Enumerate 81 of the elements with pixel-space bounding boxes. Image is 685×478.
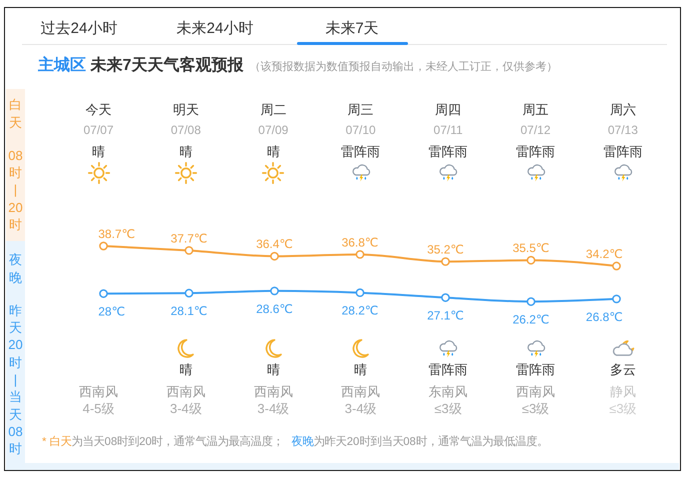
text: 雷阵雨 [603,144,642,160]
text: 07/07 [83,122,114,138]
text: 雷阵雨 [341,144,380,160]
text: 07/11 [434,122,463,138]
text: 晴 [179,362,192,378]
text: 3-4级 [257,400,290,416]
text: 07/09 [258,122,288,138]
text: 07/12 [520,122,551,138]
text: 静风 [610,384,636,400]
point [526,297,536,306]
text: 07/13 [608,122,638,138]
text: 晴 [179,144,192,160]
text: 为当天08时到20时，通常气温为最高温度； [72,435,284,449]
x-tick-label: 周六 [610,102,636,118]
chart-title: 主城区 未来7天天气客观预报 [38,56,244,76]
chart-subtitle: （该预报数据为数值预报自动输出，未经人工订正，仅供参考） [249,60,558,75]
point [356,250,364,259]
text: 07/08 [170,122,201,138]
text: 雷阵雨 [516,362,555,378]
text: 未来7天 [325,20,379,38]
x-tick-label: 周四 [435,102,462,118]
x-tick-label: 周二 [260,102,286,118]
point [612,262,621,270]
text: 未来24小时 [176,20,254,38]
text: 07/10 [346,122,376,138]
data-label: 28.1℃ [170,304,208,318]
text: 多云 [610,362,636,378]
data-label: 28.6℃ [256,302,293,316]
data-label: 35.5℃ [512,241,550,256]
text: 西南风 [166,384,206,400]
text: 雷阵雨 [428,362,468,378]
text: ≤3级 [434,400,462,416]
x-tick-label: 周三 [348,102,374,118]
data-label: 28℃ [98,304,126,319]
text: 3-4级 [170,400,202,416]
point [99,242,108,250]
text: 夜晚 [8,251,23,286]
text: 雷阵雨 [516,144,555,160]
data-label: 36.4℃ [256,237,293,252]
point [184,246,194,255]
text: 4-5级 [82,400,114,416]
text: ≤3级 [522,400,550,416]
point [441,257,450,266]
text: 08时|20时 [7,146,24,234]
point [356,288,364,298]
data-label: 26.2℃ [512,312,550,327]
text: 白天 [8,96,23,131]
data-label: 27.1℃ [427,308,464,323]
text: 西南风 [341,384,380,400]
text: 3-4级 [344,400,377,416]
text: 晴 [354,362,368,378]
text: 东南风 [428,384,468,400]
text: 西南风 [254,384,293,400]
text: * 白天 [42,435,72,449]
point [270,286,279,296]
point [612,294,621,304]
x-tick-label: 周五 [522,102,548,118]
text: 夜晚 [292,435,314,449]
data-label: 34.2℃ [586,247,623,262]
text: 晴 [266,144,280,160]
text: 雷阵雨 [428,144,468,160]
text: 西南风 [516,384,555,400]
text: 过去24小时 [40,20,118,38]
data-label: 37.7℃ [170,231,208,246]
text: 西南风 [79,384,118,400]
point [184,288,194,298]
point [99,289,108,298]
data-label: 26.8℃ [586,310,623,324]
data-label: 28.2℃ [342,304,378,318]
text: 昨天20时|当天08时 [8,302,23,456]
x-tick-label: 明天 [172,102,199,118]
x-tick-label: 今天 [86,102,112,118]
text: 晴 [92,144,105,160]
point [441,293,450,302]
data-label: 36.8℃ [342,235,378,250]
text: 晴 [266,362,280,378]
point [526,256,536,265]
data-label: 38.7℃ [98,227,136,241]
point [270,252,279,261]
data-label: 35.2℃ [427,242,464,257]
text: 为昨天20时到当天08时，通常气温为最低温度。 [314,435,548,449]
